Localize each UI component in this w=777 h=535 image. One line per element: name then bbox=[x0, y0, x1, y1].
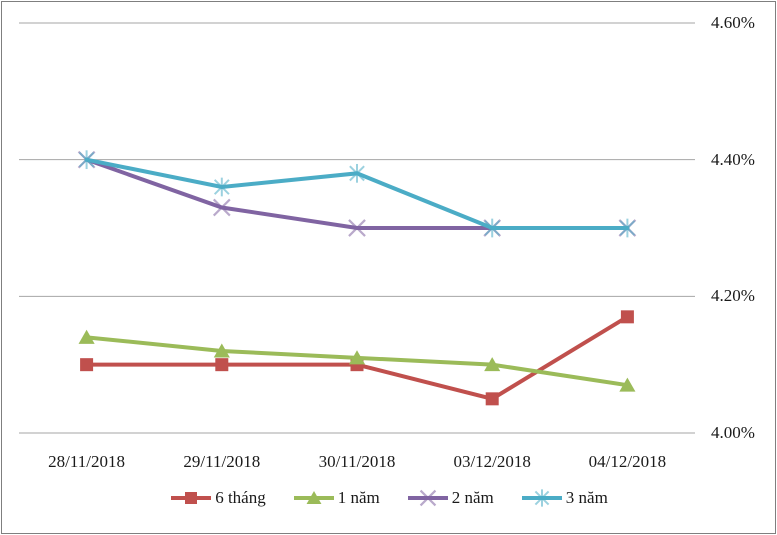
x-category-label: 30/11/2018 bbox=[318, 452, 396, 471]
x-category-label: 28/11/2018 bbox=[48, 452, 125, 471]
x-category-label: 04/12/2018 bbox=[588, 452, 667, 471]
triangle-marker-icon bbox=[213, 343, 230, 358]
legend-item: 3 năm bbox=[520, 487, 608, 509]
y-tick-label: 4.20% bbox=[711, 286, 755, 306]
square-marker-icon bbox=[80, 358, 94, 372]
legend-label: 2 năm bbox=[451, 488, 494, 507]
x-marker-icon bbox=[419, 489, 436, 507]
asterisk-marker-icon bbox=[484, 218, 501, 238]
legend: 6 tháng 1 năm 2 năm 3 năm bbox=[0, 481, 777, 515]
x-legend-icon bbox=[407, 489, 448, 507]
square-marker-icon bbox=[215, 358, 229, 372]
y-tick-label: 4.60% bbox=[711, 13, 755, 32]
triangle-marker-icon bbox=[78, 329, 95, 344]
y-tick-label: 4.40% bbox=[711, 149, 755, 169]
square-marker-icon bbox=[485, 392, 499, 406]
asterisk-marker-icon bbox=[619, 218, 636, 238]
legend-item: 2 năm bbox=[406, 487, 494, 509]
asterisk-marker-icon bbox=[213, 177, 230, 197]
legend-item: 1 năm bbox=[292, 487, 380, 509]
triangle-marker-icon bbox=[348, 350, 366, 365]
triangle-marker-icon bbox=[306, 491, 322, 504]
triangle-marker-icon bbox=[484, 357, 501, 372]
asterisk-marker-icon bbox=[534, 489, 550, 507]
legend-label: 1 năm bbox=[337, 488, 380, 507]
square-marker-icon bbox=[620, 310, 634, 324]
asterisk-legend-icon bbox=[521, 489, 562, 507]
x-marker-icon bbox=[348, 219, 366, 237]
x-category-label: 29/11/2018 bbox=[183, 452, 261, 471]
triangle-marker-icon bbox=[619, 377, 636, 392]
x-category-label: 03/12/2018 bbox=[453, 452, 531, 471]
legend-item: 6 tháng bbox=[169, 487, 266, 509]
square-legend-icon bbox=[171, 492, 212, 504]
y-tick-label: 4.00% bbox=[711, 422, 755, 442]
asterisk-marker-icon bbox=[78, 150, 95, 170]
triangle-legend-icon bbox=[293, 491, 334, 504]
legend-label: 6 tháng bbox=[215, 488, 266, 507]
x-marker-icon bbox=[212, 198, 231, 217]
legend-label: 3 năm bbox=[565, 488, 608, 507]
square-marker-icon bbox=[185, 492, 198, 504]
asterisk-marker-icon bbox=[349, 163, 365, 183]
